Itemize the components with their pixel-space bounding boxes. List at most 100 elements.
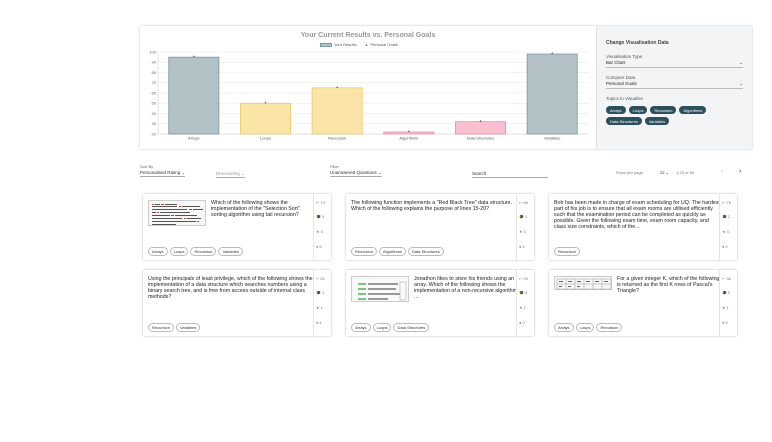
question-card[interactable]: Bob has been made in charge of exam sche… <box>549 194 737 260</box>
y-tick-label: 50 <box>152 101 157 106</box>
topic-chip[interactable]: Algorithms <box>679 106 707 114</box>
question-stats: ↩82 🎓1 ★1 ●4 <box>313 270 331 336</box>
topic-chip[interactable]: Data Structures <box>606 117 642 125</box>
rating-stat: ★0 <box>519 229 526 234</box>
star-icon: ★ <box>722 229 726 234</box>
x-tick-label: Algorithms <box>399 136 418 141</box>
y-tick-label: 70 <box>152 80 157 85</box>
topic-tag[interactable]: Recursion <box>596 323 623 333</box>
user-icon: ● <box>316 244 319 249</box>
topic-tags: Arrays Loops Recursion <box>554 323 623 333</box>
users-stat: ●5 <box>722 320 728 325</box>
question-card[interactable]: The following function implements a "Red… <box>346 194 534 260</box>
search-input[interactable]: Search <box>472 171 548 178</box>
question-card[interactable]: Which of the following shows the impleme… <box>143 194 331 260</box>
y-tick-label: 20 <box>152 131 157 136</box>
question-text: Using the principals of least privilege,… <box>148 276 313 301</box>
chevron-left-icon[interactable]: ‹ <box>721 168 724 175</box>
topic-tag[interactable]: Loops <box>372 323 392 333</box>
compare-select[interactable]: Personal Goals ⌄ <box>606 81 743 89</box>
results-panel: Your Current Results vs. Personal Goals … <box>140 26 752 149</box>
chevron-right-icon[interactable]: › <box>739 168 742 175</box>
topic-chip[interactable]: Loops <box>628 106 648 114</box>
chevron-down-icon: ⌄ <box>739 81 743 86</box>
bar-variables <box>526 53 578 135</box>
rating-stat: ★0 <box>316 229 323 234</box>
vis-type-value: Bar Chart <box>606 60 626 65</box>
goal-marker <box>192 55 195 58</box>
reply-icon: ↩ <box>722 276 726 281</box>
user-icon: ● <box>519 244 522 249</box>
y-tick-label: 90 <box>152 60 157 65</box>
question-stats: ↩66 🎓1 ★0 ●5 <box>516 194 534 260</box>
difficulty-count: 2 <box>727 214 731 219</box>
topic-tag[interactable]: Arrays <box>351 323 371 333</box>
topic-tag[interactable]: Recursion <box>190 247 217 257</box>
question-text: For a given integer K, which of the foll… <box>617 276 720 295</box>
topic-tag[interactable]: Recursion <box>554 247 581 257</box>
responses-count: 82 <box>320 276 325 281</box>
sort-control[interactable]: Sort By Personalised Rating ⌄ <box>140 164 186 177</box>
legend-label-results: Your Results <box>334 42 357 47</box>
order-select[interactable]: Descending ⌄ <box>216 171 245 178</box>
topic-tag[interactable]: Recursion <box>351 247 378 257</box>
responses-count: 74 <box>320 200 325 205</box>
x-tick-label: Loops <box>260 136 271 141</box>
rating-stat: ★1 <box>519 305 526 310</box>
legend-swatch-icon <box>320 42 332 47</box>
question-card[interactable]: Using the principals of least privilege,… <box>143 270 331 336</box>
responses-stat: ↩36 <box>722 276 731 281</box>
compare-label: Compare Data <box>606 75 636 80</box>
topic-tag[interactable]: Algorithms <box>379 247 406 257</box>
topic-tag[interactable]: Arrays <box>148 247 168 257</box>
reply-icon: ↩ <box>519 276 523 281</box>
users-stat: ●0 <box>519 320 525 325</box>
order-value: Descending <box>216 171 240 176</box>
vis-type-select[interactable]: Bar Chart ⌄ <box>606 60 743 68</box>
legend-item-results[interactable]: Your Results <box>320 42 357 47</box>
question-stats: ↩36 🎓0 ★1 ●5 <box>719 270 737 336</box>
sort-label: Sort By <box>140 164 154 169</box>
chevron-down-icon: ⌄ <box>378 170 382 175</box>
rows-per-page-value: 25 <box>660 170 665 175</box>
user-icon: ● <box>722 244 725 249</box>
question-card[interactable]: For a given integer K, which of the foll… <box>549 270 737 336</box>
chart-legend: Your Results ▲ Personal Goals <box>320 42 398 47</box>
difficulty-count: 1 <box>524 214 528 219</box>
rating-stat: ★1 <box>316 305 323 310</box>
goal-marker <box>551 52 554 55</box>
topic-chip[interactable]: Recursion <box>650 106 677 114</box>
topic-tag[interactable]: Loops <box>575 323 595 333</box>
rows-per-page-select[interactable]: 25 ⌄ <box>660 170 669 175</box>
filter-value: Unanswered Questions <box>330 170 377 175</box>
responses-stat: ↩74 <box>316 200 325 205</box>
difficulty-stat: 🎓0 <box>722 290 730 295</box>
users-stat: ●5 <box>519 244 525 249</box>
topic-tag[interactable]: Variables <box>218 247 243 257</box>
goal-marker <box>264 101 267 104</box>
topic-tag[interactable]: Loops <box>169 247 189 257</box>
question-card[interactable]: Jonathon likes to store his friends usin… <box>346 270 534 336</box>
y-tick-label: 40 <box>152 111 157 116</box>
topic-tag[interactable]: Data Structures <box>393 323 430 333</box>
responses-count: 36 <box>726 276 731 281</box>
sort-select[interactable]: Personalised Rating ⌄ <box>140 170 186 177</box>
rating-stat: ★4 <box>722 229 729 234</box>
search-placeholder: Search <box>472 171 548 178</box>
filter-control[interactable]: Filter Unanswered Questions ⌄ <box>330 164 382 177</box>
difficulty-count: 1 <box>321 290 325 295</box>
diagram-thumbnail <box>351 276 409 302</box>
topic-tag[interactable]: Variables <box>176 323 201 333</box>
difficulty-count: 3 <box>321 214 325 219</box>
topic-tag[interactable]: Arrays <box>554 323 574 333</box>
topic-chip[interactable]: Arrays <box>606 106 626 114</box>
users-count: 0 <box>725 244 728 249</box>
topic-tag[interactable]: Recursion <box>148 323 175 333</box>
topic-tag[interactable]: Data Structures <box>407 247 444 257</box>
topic-chip[interactable]: Variables <box>644 117 670 125</box>
star-icon: ★ <box>316 305 320 310</box>
responses-stat: ↩76 <box>722 200 731 205</box>
legend-item-goals[interactable]: ▲ Personal Goals <box>365 42 398 47</box>
filter-select[interactable]: Unanswered Questions ⌄ <box>330 170 382 177</box>
question-text: Which of the following shows the impleme… <box>211 200 300 219</box>
